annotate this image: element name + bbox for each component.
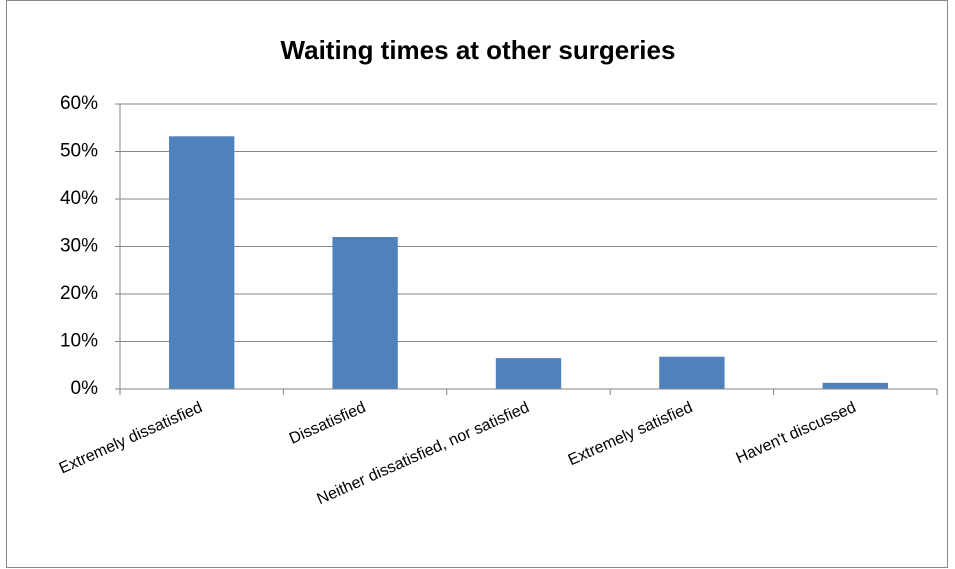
bar [659,356,725,389]
bar [169,136,235,389]
y-tick-label: 10% [60,331,98,352]
bar [332,237,398,389]
bar [822,382,888,389]
bar [495,358,562,389]
y-tick-label: 60% [60,93,98,114]
y-tick-label: 30% [60,236,98,257]
chart-border [6,0,948,568]
chart-title: Waiting times at other surgeries [281,35,676,65]
y-tick-label: 50% [60,141,98,162]
y-tick-label: 40% [60,188,98,209]
y-tick-label: 20% [60,283,98,304]
y-tick-label: 0% [71,378,99,399]
